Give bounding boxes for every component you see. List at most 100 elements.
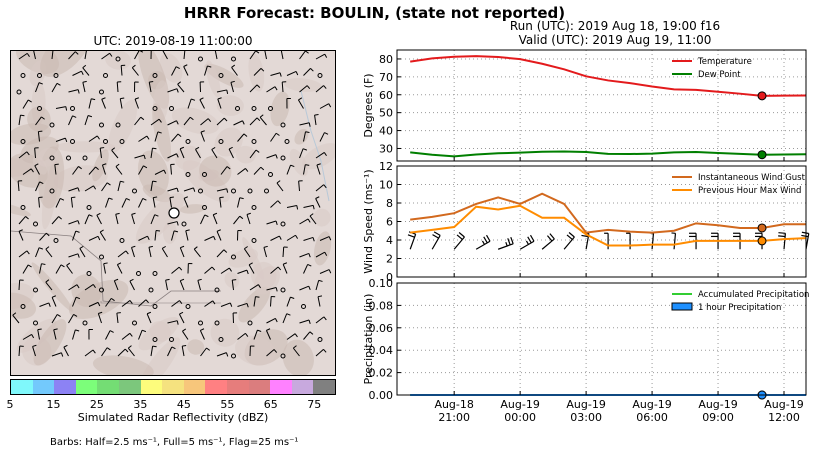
barb-tick — [125, 250, 129, 255]
map-wind-barb — [138, 329, 147, 340]
map-wind-barb — [54, 163, 59, 175]
map-wind-barb — [171, 133, 182, 142]
map-wind-barb — [72, 230, 80, 241]
barb-tick — [179, 146, 185, 150]
x-tick-label-date: Aug-19 — [500, 398, 539, 411]
barb-tick — [324, 132, 329, 135]
barb-staff — [185, 230, 189, 241]
map-wind-barb — [315, 53, 328, 60]
legend-label: Dew Point — [698, 70, 741, 80]
barb-staff — [72, 166, 79, 175]
map-wind-barb — [55, 106, 68, 111]
barb-staff — [299, 122, 310, 126]
barb-staff — [66, 265, 73, 274]
series-line-2 — [410, 150, 807, 158]
barb-staff — [309, 215, 317, 225]
map-wind-barb — [162, 51, 168, 60]
calm-wind-marker — [33, 221, 38, 227]
barb-staff — [72, 230, 77, 241]
map-wind-barb — [115, 212, 120, 225]
map-wind-barb — [228, 146, 234, 159]
barb-tick — [53, 328, 58, 331]
barb-tick — [60, 352, 64, 357]
map-wind-barb — [317, 295, 323, 307]
barb-staff — [22, 333, 32, 340]
map-wind-barb — [84, 51, 87, 60]
barb-staff — [303, 264, 309, 274]
barb-staff — [303, 236, 314, 241]
barb-tick — [179, 311, 184, 315]
barb-tick — [97, 236, 101, 241]
map-wind-barb — [116, 312, 121, 324]
map-wind-barb — [187, 98, 196, 109]
map-wind-barb — [315, 152, 327, 159]
map-wind-barb — [212, 212, 218, 225]
barb-staff — [79, 248, 86, 258]
barb-staff — [18, 250, 28, 258]
map-wind-barb — [121, 332, 133, 340]
y-axis-label: Degrees (F) — [362, 73, 375, 137]
map-wind-barb — [249, 51, 260, 60]
terrain-shade — [283, 78, 322, 92]
barb-tick — [140, 116, 145, 121]
calm-wind-marker — [202, 205, 207, 210]
wind-barb — [604, 232, 609, 250]
map-wind-barb — [17, 180, 23, 192]
map-wind-barb — [315, 184, 327, 192]
map-wind-barb — [35, 181, 44, 192]
barb-staff — [563, 236, 575, 250]
barb-staff — [183, 187, 194, 192]
map-wind-barb — [303, 204, 315, 210]
barb-staff — [216, 249, 225, 258]
calm-wind-marker — [49, 155, 55, 161]
barb-tick — [176, 120, 179, 125]
barb-tick — [239, 215, 244, 220]
map-wind-barb — [84, 284, 96, 291]
barb-tick — [277, 266, 282, 271]
barb-feather — [801, 234, 809, 238]
barb-staff — [105, 197, 110, 208]
barb-feather — [566, 234, 573, 240]
barb-tick — [82, 80, 87, 83]
colorbar-segment — [32, 380, 55, 394]
map-wind-barb — [181, 344, 187, 357]
map-wind-barb — [197, 278, 202, 291]
map-wind-barb — [84, 185, 97, 192]
wind-barb — [778, 232, 787, 250]
barb-tick — [263, 245, 268, 248]
barb-tick — [308, 285, 311, 291]
map-wind-barb — [82, 80, 87, 93]
barb-tick — [183, 196, 188, 199]
map-wind-barb — [286, 205, 299, 210]
barb-staff — [63, 346, 69, 357]
barb-staff — [116, 264, 123, 274]
barb-tick — [124, 348, 129, 353]
barb-staff — [319, 103, 329, 109]
barb-tick — [191, 98, 196, 101]
terrain-shade — [11, 123, 52, 146]
map-wind-barb — [182, 328, 189, 340]
map-wind-barb — [303, 331, 314, 340]
calm-wind-marker — [152, 337, 158, 342]
map-wind-barb — [216, 188, 229, 193]
map-wind-barb — [72, 166, 82, 175]
wind-barb — [671, 232, 677, 250]
map-wind-barb — [138, 135, 150, 142]
colorbar-segment — [248, 380, 271, 394]
barb-tick — [109, 330, 114, 333]
barb-staff — [253, 68, 262, 76]
map-wind-barb — [119, 97, 125, 109]
barb-staff — [253, 329, 258, 340]
map-wind-barb — [171, 230, 179, 241]
barb-tick — [207, 118, 212, 122]
barb-legend-note: Barbs: Half=2.5 ms⁻¹, Full=5 ms⁻¹, Flag=… — [50, 437, 299, 448]
x-tick-label-time: 00:00 — [504, 411, 536, 424]
terrain-shade — [31, 262, 73, 312]
barb-tick — [139, 51, 144, 53]
barb-staff — [183, 116, 191, 126]
barb-tick — [77, 220, 80, 225]
terrain-shade — [171, 107, 220, 135]
barb-feather — [507, 238, 511, 246]
barb-staff — [111, 149, 119, 159]
map-wind-barb — [127, 345, 135, 357]
